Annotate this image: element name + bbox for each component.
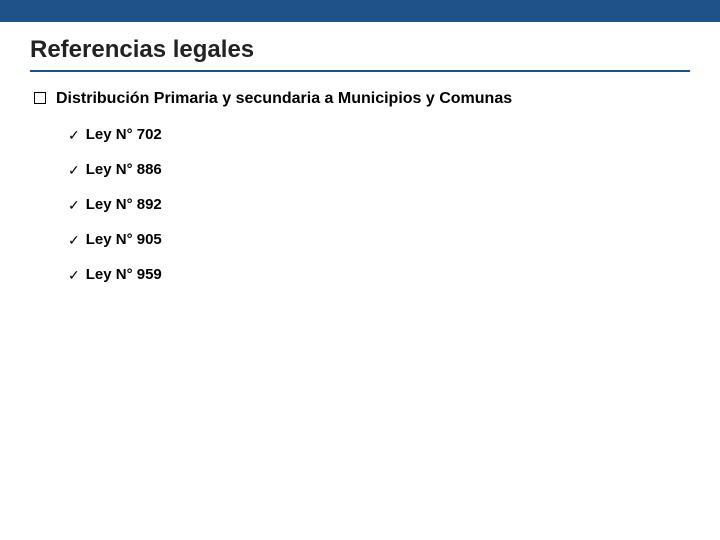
check-icon: ✓ (68, 128, 80, 142)
check-icon: ✓ (68, 198, 80, 212)
list-item: ✓ Ley N° 905 (68, 231, 690, 248)
check-icon: ✓ (68, 233, 80, 247)
list-item: ✓ Ley N° 886 (68, 161, 690, 178)
slide-content: Referencias legales Distribución Primari… (0, 22, 720, 283)
square-bullet-icon (34, 92, 46, 104)
top-band (0, 0, 720, 22)
group-heading: Distribución Primaria y secundaria a Mun… (56, 90, 512, 108)
list-item: ✓ Ley N° 959 (68, 266, 690, 283)
list-item: ✓ Ley N° 892 (68, 196, 690, 213)
law-label: Ley N° 959 (86, 266, 162, 283)
group-heading-row: Distribución Primaria y secundaria a Mun… (34, 90, 690, 108)
law-label: Ley N° 892 (86, 196, 162, 213)
law-label: Ley N° 905 (86, 231, 162, 248)
page-title: Referencias legales (30, 36, 690, 72)
list-item: ✓ Ley N° 702 (68, 126, 690, 143)
legal-references-group: Distribución Primaria y secundaria a Mun… (34, 90, 690, 283)
check-icon: ✓ (68, 163, 80, 177)
law-items: ✓ Ley N° 702 ✓ Ley N° 886 ✓ Ley N° 892 ✓… (68, 126, 690, 283)
law-label: Ley N° 886 (86, 161, 162, 178)
law-label: Ley N° 702 (86, 126, 162, 143)
check-icon: ✓ (68, 268, 80, 282)
